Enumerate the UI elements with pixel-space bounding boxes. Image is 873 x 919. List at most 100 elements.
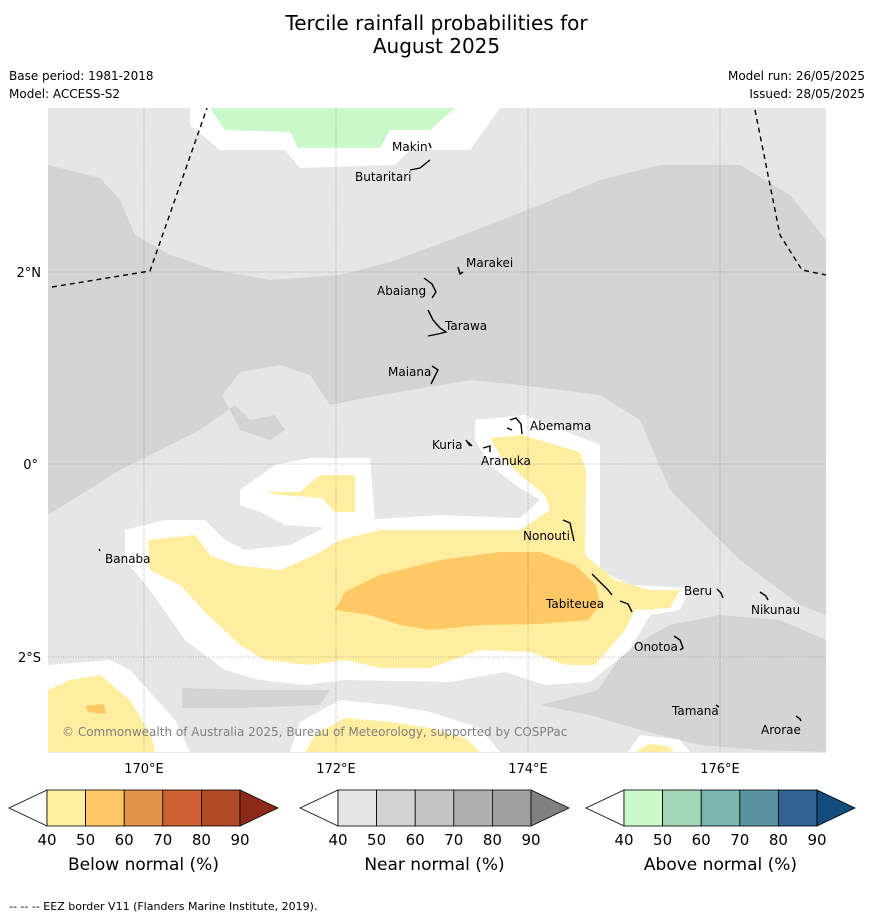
island-marakei — [457, 266, 464, 276]
colorbar-segment — [200, 789, 241, 827]
island-makin — [428, 142, 432, 149]
colorbar-tick: 60 — [115, 831, 134, 849]
colorbar-tick: 50 — [76, 831, 95, 849]
label-kuria: Kuria — [432, 438, 463, 452]
label-beru: Beru — [684, 584, 712, 598]
colorbar-extend-high — [239, 789, 279, 827]
island-tabiteuea — [591, 573, 633, 613]
label-tabiteuea: Tabiteuea — [545, 597, 604, 611]
label-nonouti: Nonouti — [523, 529, 570, 543]
colorbar-2: 40 50 60 70 80 90 Near normal (%) — [299, 789, 570, 875]
island-tarawa — [427, 309, 448, 337]
below-normal-50-60-patch — [85, 704, 106, 714]
colorbar-label: Below normal (%) — [68, 855, 219, 875]
island-outlines — [98, 142, 802, 722]
lat-tick-0: 0° — [23, 458, 38, 473]
colorbar-tick: 60 — [406, 831, 425, 849]
island-onotoa — [673, 635, 684, 651]
colorbar-tick: 40 — [328, 831, 347, 849]
island-tamana — [715, 704, 720, 708]
issued-date: Issued: 28/05/2025 — [749, 87, 865, 101]
meta-left: Base period: 1981-2018 Model: ACCESS-S2 — [9, 67, 154, 103]
island-aranuka — [482, 445, 491, 452]
label-butaritari: Butaritari — [355, 170, 412, 184]
colorbar-tick: 50 — [653, 831, 672, 849]
near-normal-50-60-islet — [580, 223, 607, 232]
colorbar-segment — [700, 789, 741, 827]
lon-tick-170: 170°E — [124, 762, 164, 777]
lon-tick-172: 172°E — [316, 762, 356, 777]
label-marakei: Marakei — [466, 256, 513, 270]
colorbar-tick: 50 — [367, 831, 386, 849]
base-period: Base period: 1981-2018 — [9, 69, 154, 83]
island-butaritari — [409, 159, 431, 171]
title-line-2: August 2025 — [372, 34, 501, 58]
colorbar-segment — [162, 789, 202, 827]
colorbar-extend-low — [585, 789, 625, 827]
colorbar-extend-low — [8, 789, 48, 827]
colorbar-segment — [46, 789, 86, 827]
near-normal-50-60-area — [48, 165, 826, 615]
gridlines — [48, 108, 826, 753]
colorbar-tick: 40 — [614, 831, 633, 849]
colorbar-segment — [623, 789, 663, 827]
colorbar-1: 40 50 60 70 80 90 Below normal (%) — [8, 789, 279, 875]
label-abemama: Abemama — [530, 419, 591, 433]
colorbar-segment — [85, 789, 125, 827]
colorbar-segment — [337, 789, 377, 827]
colorbar-tick: 90 — [807, 831, 826, 849]
near-normal-50-60-patch — [182, 688, 330, 708]
below-normal-50-60-area — [335, 552, 600, 630]
label-banaba: Banaba — [105, 552, 151, 566]
colorbar-label: Above normal (%) — [644, 855, 797, 875]
model-run-date: Model run: 26/05/2025 — [727, 69, 865, 83]
colorbar-segment — [123, 789, 164, 827]
eez-footnote: -- -- -- EEZ border V11 (Flanders Marine… — [9, 900, 318, 913]
place-labels: Makin Butaritari Marakei Abaiang Tarawa … — [105, 140, 801, 737]
below-normal-40-50-north-patch — [265, 475, 355, 512]
label-arorae: Arorae — [761, 723, 801, 737]
meta-right: Model run: 26/05/2025 Issued: 28/05/2025 — [728, 67, 865, 103]
colorbar-tick: 70 — [444, 831, 463, 849]
colorbar-tick: 80 — [192, 831, 211, 849]
colorbar-segment — [491, 789, 532, 827]
colorbar-tick: 60 — [692, 831, 711, 849]
label-nikunau: Nikunau — [751, 603, 800, 617]
near-normal-50-60-south — [540, 615, 826, 752]
island-nonouti — [562, 519, 575, 542]
colorbar-segment — [778, 789, 818, 827]
axis-ticks: 170°E 172°E 174°E 176°E 2°N 0° 2°S — [17, 266, 740, 777]
island-banaba — [98, 548, 101, 552]
colorbar-tick: 70 — [153, 831, 172, 849]
label-maiana: Maiana — [388, 365, 431, 379]
label-makin: Makin — [392, 140, 428, 154]
colorbar-label: Near normal (%) — [364, 855, 504, 875]
island-kuria — [465, 439, 473, 447]
colorbar-segment — [453, 789, 493, 827]
title-line-1: Tercile rainfall probabilities for — [285, 11, 588, 35]
colorbar-extend-high — [816, 789, 856, 827]
colorbar-segment — [739, 789, 779, 827]
below-normal-40-50-se — [636, 744, 674, 752]
island-arorae — [795, 715, 802, 722]
colorbar-extend-high — [530, 789, 570, 827]
colorbar-3: 40 50 60 70 80 90 Above normal (%) — [585, 789, 856, 875]
colorbars: 40 50 60 70 80 90 Below normal (%) 40 50 60 70 80 90… — [8, 789, 856, 875]
label-aranuka: Aranuka — [481, 454, 531, 468]
island-abaiang — [423, 277, 437, 299]
island-abemama — [506, 417, 523, 435]
colorbar-segment — [662, 789, 702, 827]
lat-tick-2n: 2°N — [17, 266, 42, 281]
island-maiana — [430, 365, 439, 385]
label-tamana: Tamana — [671, 704, 719, 718]
colorbar-tick: 80 — [483, 831, 502, 849]
colorbar-tick: 80 — [769, 831, 788, 849]
colorbar-tick: 40 — [37, 831, 56, 849]
label-onotoa: Onotoa — [634, 640, 678, 654]
map-panel: Makin Butaritari Marakei Abaiang Tarawa … — [48, 108, 826, 753]
island-beru — [716, 588, 724, 599]
label-abaiang: Abaiang — [377, 284, 426, 298]
colorbar-extend-low — [299, 789, 339, 827]
copyright-notice: © Commonwealth of Australia 2025, Bureau… — [62, 725, 567, 739]
